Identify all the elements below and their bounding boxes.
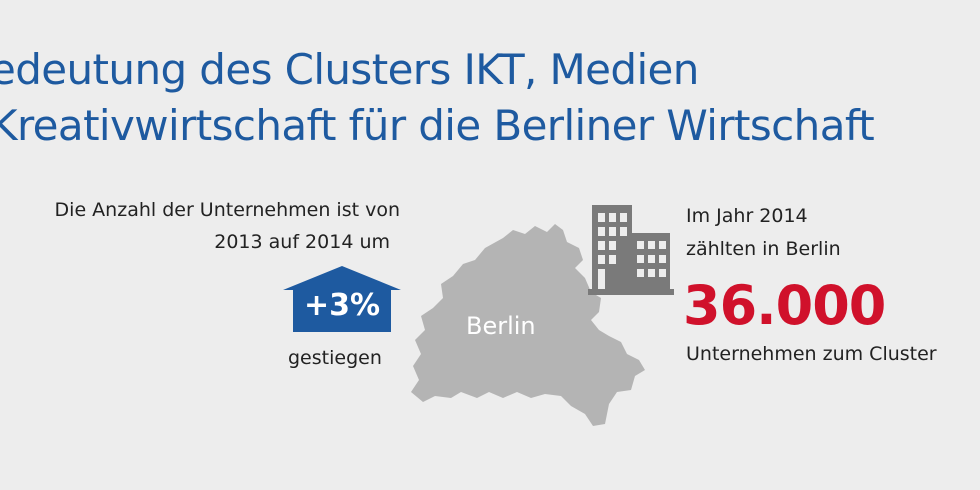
growth-percentage: +3% xyxy=(303,288,381,323)
house-arrow-up-icon: +3% xyxy=(283,266,401,332)
count-text-line-1: Im Jahr 2014 xyxy=(686,205,808,227)
office-building-icon xyxy=(588,205,674,295)
count-text-line-3: Unternehmen zum Cluster xyxy=(686,343,937,365)
berlin-map-icon xyxy=(395,220,660,430)
growth-text-line-1: Die Anzahl der Unternehmen ist von xyxy=(54,199,400,221)
title-line-2: Kreativwirtschaft für die Berliner Wirts… xyxy=(0,101,875,150)
growth-text-line-2: 2013 auf 2014 um xyxy=(214,231,390,253)
growth-text-line-3: gestiegen xyxy=(288,347,382,369)
company-count: 36.000 xyxy=(683,274,886,337)
title-line-1: edeutung des Clusters IKT, Medien xyxy=(0,45,699,94)
count-text-line-2: zählten in Berlin xyxy=(686,238,841,260)
map-label-berlin: Berlin xyxy=(466,312,536,340)
